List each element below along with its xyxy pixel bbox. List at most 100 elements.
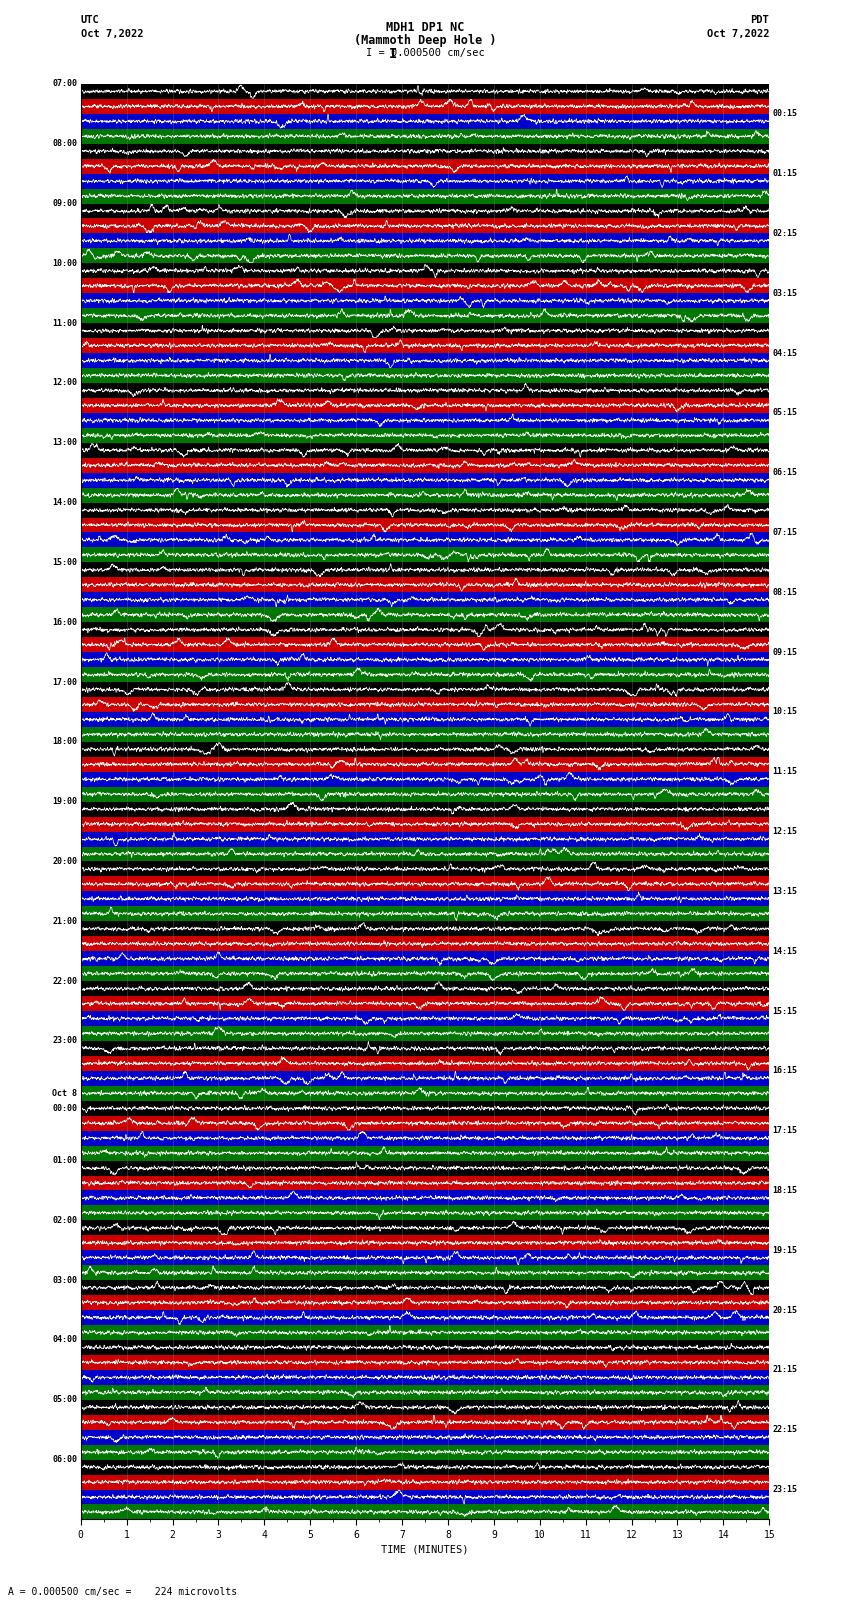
Text: 14:15: 14:15 — [773, 947, 797, 955]
Bar — [81, 1415, 769, 1429]
Bar — [81, 907, 769, 921]
Bar — [81, 861, 769, 876]
Bar — [81, 1386, 769, 1400]
Bar — [81, 487, 769, 503]
X-axis label: TIME (MINUTES): TIME (MINUTES) — [382, 1544, 468, 1553]
Text: 14:00: 14:00 — [53, 498, 77, 506]
Bar — [81, 98, 769, 115]
Text: 04:00: 04:00 — [53, 1336, 77, 1345]
Text: MDH1 DP1 NC: MDH1 DP1 NC — [386, 21, 464, 34]
Bar — [81, 1026, 769, 1040]
Text: 11:00: 11:00 — [53, 319, 77, 327]
Text: 05:15: 05:15 — [773, 408, 797, 418]
Text: 13:00: 13:00 — [53, 439, 77, 447]
Text: 03:15: 03:15 — [773, 289, 797, 298]
Bar — [81, 668, 769, 682]
Text: 18:00: 18:00 — [53, 737, 77, 747]
Bar — [81, 606, 769, 623]
Bar — [81, 802, 769, 816]
Text: 08:00: 08:00 — [53, 139, 77, 148]
Text: 15:15: 15:15 — [773, 1007, 797, 1016]
Bar — [81, 966, 769, 981]
Bar — [81, 444, 769, 458]
Text: 10:00: 10:00 — [53, 258, 77, 268]
Bar — [81, 1445, 769, 1460]
Bar — [81, 981, 769, 997]
Bar — [81, 832, 769, 847]
Text: Oct 7,2022: Oct 7,2022 — [81, 29, 144, 39]
Bar — [81, 129, 769, 144]
Text: 01:15: 01:15 — [773, 169, 797, 177]
Bar — [81, 203, 769, 218]
Bar — [81, 623, 769, 637]
Text: Oct 7,2022: Oct 7,2022 — [706, 29, 769, 39]
Bar — [81, 174, 769, 189]
Bar — [81, 248, 769, 263]
Bar — [81, 921, 769, 936]
Bar — [81, 1281, 769, 1295]
Text: 17:15: 17:15 — [773, 1126, 797, 1136]
Bar — [81, 1340, 769, 1355]
Bar — [81, 652, 769, 668]
Bar — [81, 503, 769, 518]
Bar — [81, 697, 769, 711]
Bar — [81, 1071, 769, 1086]
Text: 22:15: 22:15 — [773, 1426, 797, 1434]
Text: 07:00: 07:00 — [53, 79, 77, 89]
Text: 15:00: 15:00 — [53, 558, 77, 566]
Bar — [81, 936, 769, 952]
Bar — [81, 1190, 769, 1205]
Bar — [81, 1324, 769, 1340]
Text: 12:00: 12:00 — [53, 379, 77, 387]
Bar — [81, 294, 769, 308]
Text: 03:00: 03:00 — [53, 1276, 77, 1284]
Bar — [81, 368, 769, 382]
Bar — [81, 952, 769, 966]
Text: 19:00: 19:00 — [53, 797, 77, 806]
Text: 12:15: 12:15 — [773, 827, 797, 836]
Text: 04:15: 04:15 — [773, 348, 797, 358]
Bar — [81, 563, 769, 577]
Bar — [81, 1265, 769, 1281]
Bar — [81, 1131, 769, 1145]
Bar — [81, 279, 769, 294]
Text: 23:15: 23:15 — [773, 1486, 797, 1494]
Text: PDT: PDT — [751, 15, 769, 24]
Bar — [81, 115, 769, 129]
Text: 23:00: 23:00 — [53, 1037, 77, 1045]
Bar — [81, 711, 769, 727]
Text: (Mammoth Deep Hole ): (Mammoth Deep Hole ) — [354, 34, 496, 47]
Text: 13:15: 13:15 — [773, 887, 797, 895]
Text: 08:15: 08:15 — [773, 587, 797, 597]
Bar — [81, 1161, 769, 1176]
Bar — [81, 892, 769, 907]
Bar — [81, 382, 769, 398]
Bar — [81, 592, 769, 606]
Bar — [81, 144, 769, 158]
Bar — [81, 1295, 769, 1310]
Text: 17:00: 17:00 — [53, 677, 77, 687]
Text: 09:00: 09:00 — [53, 198, 77, 208]
Bar — [81, 1489, 769, 1505]
Bar — [81, 1474, 769, 1489]
Text: 00:00: 00:00 — [53, 1103, 77, 1113]
Bar — [81, 1221, 769, 1236]
Bar — [81, 876, 769, 892]
Bar — [81, 1205, 769, 1221]
Text: 06:15: 06:15 — [773, 468, 797, 477]
Bar — [81, 1116, 769, 1131]
Text: A = 0.000500 cm/sec =    224 microvolts: A = 0.000500 cm/sec = 224 microvolts — [8, 1587, 238, 1597]
Bar — [81, 1040, 769, 1057]
Bar — [81, 473, 769, 487]
Text: 20:15: 20:15 — [773, 1305, 797, 1315]
Bar — [81, 1369, 769, 1386]
Bar — [81, 756, 769, 771]
Bar — [81, 413, 769, 427]
Bar — [81, 547, 769, 563]
Text: 05:00: 05:00 — [53, 1395, 77, 1405]
Bar — [81, 1176, 769, 1190]
Bar — [81, 158, 769, 174]
Text: 06:00: 06:00 — [53, 1455, 77, 1465]
Bar — [81, 1011, 769, 1026]
Text: I = 0.000500 cm/sec: I = 0.000500 cm/sec — [366, 48, 484, 58]
